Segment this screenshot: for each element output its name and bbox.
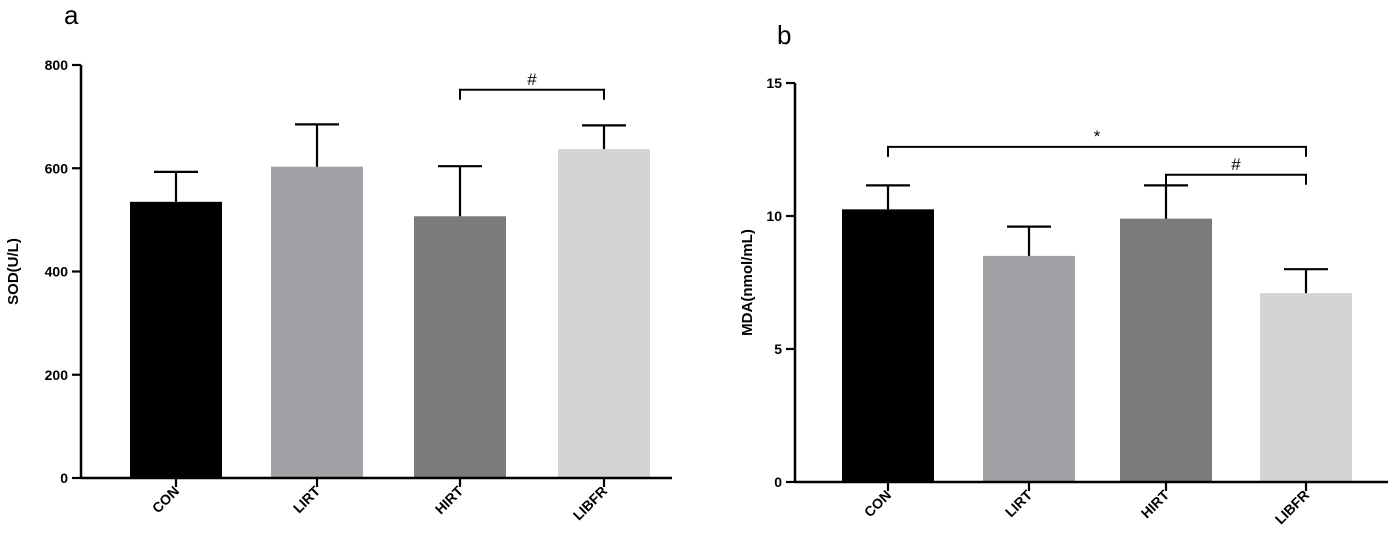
x-category-label: CON <box>861 487 894 520</box>
x-category-label: HIRT <box>1138 486 1173 521</box>
significance-label: # <box>1231 155 1241 174</box>
x-category-label: LIBFR <box>1272 487 1312 527</box>
bar-hirt <box>1120 218 1212 482</box>
panel-a-letter: a <box>64 0 79 30</box>
x-category-label: CON <box>149 483 182 516</box>
significance-bracket <box>887 145 1307 157</box>
x-category-label: LIBFR <box>570 483 610 523</box>
y-tick-label: 0 <box>774 474 782 490</box>
panel-b-letter: b <box>777 20 791 50</box>
y-tick-label: 0 <box>60 470 68 486</box>
y-tick-label: 200 <box>45 367 69 383</box>
significance-bracket <box>459 88 605 100</box>
y-tick-label: 800 <box>45 57 69 73</box>
panel-a-chart: a 0 200 400 600 800 CON LIRT HIRT LIBFR SOD(U/L) # <box>5 0 672 523</box>
y-tick-label: 15 <box>766 75 782 91</box>
x-category-label: LIRT <box>1002 486 1036 520</box>
y-tick-label: 600 <box>45 160 69 176</box>
y-tick-label: 5 <box>774 341 782 357</box>
bar-libfr <box>1260 293 1352 482</box>
significance-label: * <box>1094 127 1101 146</box>
x-category-label: HIRT <box>432 482 467 517</box>
x-category-label: LIRT <box>290 482 324 516</box>
bar-con <box>842 209 934 482</box>
y-tick-label: 400 <box>45 264 69 280</box>
y-tick-label: 10 <box>766 208 782 224</box>
bar-con <box>130 201 222 478</box>
y-axis-title: SOD(U/L) <box>5 238 22 305</box>
bar-hirt <box>414 216 506 479</box>
significance-bracket <box>1165 173 1307 185</box>
bar-lirt <box>983 255 1075 482</box>
significance-label: # <box>527 70 537 89</box>
y-axis-title: MDA(nmol/mL) <box>739 229 756 336</box>
bar-lirt <box>271 166 363 479</box>
panel-b-chart: b 0 5 10 15 CON LIRT HIRT LIBFR MDA(nmol/mL) * # <box>739 20 1388 527</box>
bar-libfr <box>558 149 650 478</box>
